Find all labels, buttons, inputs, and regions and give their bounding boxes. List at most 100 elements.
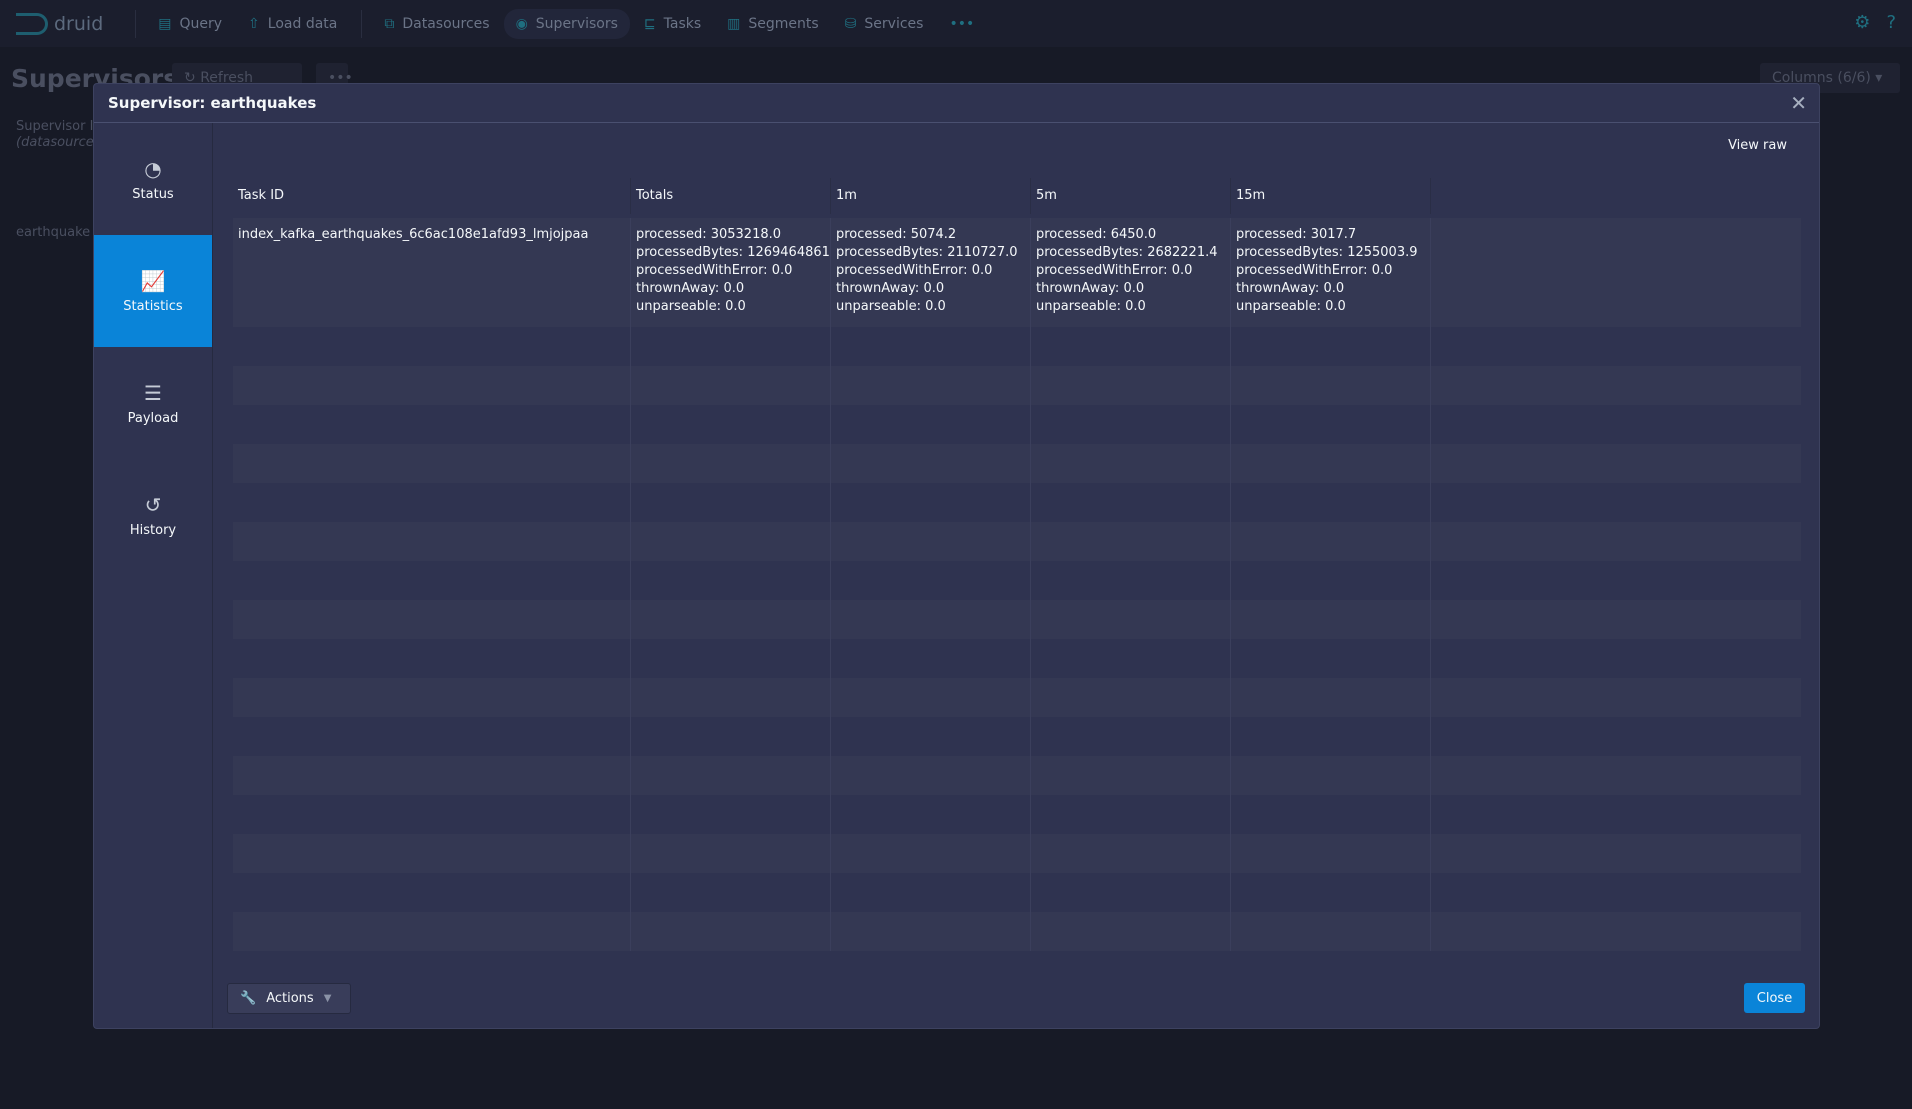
tab-payload[interactable]: ☰ Payload — [94, 347, 212, 459]
empty-cell — [631, 717, 831, 756]
empty-cell — [1231, 717, 1431, 756]
nav-label: Query — [179, 15, 223, 32]
stat-line: unparseable: 0.0 — [1036, 299, 1146, 314]
5m-cell: processed: 6450.0 processedBytes: 2682221… — [1031, 218, 1231, 327]
empty-cell — [831, 522, 1031, 561]
tab-history[interactable]: ↺ History — [94, 459, 212, 571]
dialog-sidebar: ◔ Status 📈 Statistics ☰ Payload ↺ History — [94, 123, 213, 1028]
dialog-title: Supervisor: earthquakes — [108, 94, 317, 112]
tasks-icon: ⊑ — [643, 15, 656, 32]
empty-cell — [1231, 366, 1431, 405]
header-1m[interactable]: 1m — [831, 178, 1031, 214]
empty-cell — [831, 756, 1031, 795]
empty-cell — [233, 444, 631, 483]
nav-label: Datasources — [402, 15, 490, 32]
table-header: Task ID Totals 1m 5m 15m — [233, 178, 1801, 214]
empty-cell — [1031, 366, 1231, 405]
header-task-id[interactable]: Task ID — [233, 178, 631, 214]
nav-supervisors[interactable]: ◉ Supervisors — [503, 8, 630, 39]
empty-cell — [1231, 483, 1431, 522]
tab-label: Payload — [127, 410, 179, 426]
tab-statistics[interactable]: 📈 Statistics — [94, 235, 212, 347]
empty-cell — [631, 522, 831, 561]
divider — [361, 9, 363, 38]
empty-cell — [233, 639, 631, 678]
empty-row — [233, 444, 1801, 483]
empty-cell — [631, 327, 831, 366]
caret-down-icon: ▼ — [323, 993, 332, 1004]
refresh-label: Refresh — [200, 70, 254, 86]
close-button[interactable]: Close — [1744, 983, 1805, 1013]
empty-cell — [233, 912, 631, 951]
empty-cell — [233, 678, 631, 717]
empty-cell — [1431, 366, 1801, 405]
empty-cell — [1031, 678, 1231, 717]
empty-row — [233, 522, 1801, 561]
header-totals[interactable]: Totals — [631, 178, 831, 214]
refresh-icon: ↻ — [184, 70, 201, 86]
column-header: Supervisor I — [16, 119, 94, 134]
header-15m[interactable]: 15m — [1231, 178, 1431, 214]
empty-cell — [1431, 639, 1801, 678]
top-nav: druid ▤ Query ⇧ Load data ⧉ Datasources ◉ Su… — [0, 0, 1912, 47]
tab-label: History — [129, 522, 177, 538]
empty-cell — [631, 873, 831, 912]
empty-row — [233, 561, 1801, 600]
header-5m[interactable]: 5m — [1031, 178, 1231, 214]
totals-cell: processed: 3053218.0 processedBytes: 1269… — [631, 218, 831, 327]
nav-query[interactable]: ▤ Query — [146, 9, 234, 39]
empty-cell — [1431, 600, 1801, 639]
empty-cell — [1031, 405, 1231, 444]
druid-logo[interactable]: druid — [16, 12, 103, 35]
empty-cell — [233, 522, 631, 561]
nav-services[interactable]: ⛁ Services — [833, 9, 936, 39]
empty-cell — [1231, 873, 1431, 912]
nav-datasources[interactable]: ⧉ Datasources — [372, 9, 501, 39]
empty-cell — [1031, 522, 1231, 561]
nav-label: Segments — [748, 15, 819, 32]
view-raw-button[interactable]: View raw — [1728, 138, 1787, 153]
empty-cell — [1031, 639, 1231, 678]
stat-line: processed: 5074.2 — [836, 227, 957, 242]
nav-segments[interactable]: ▥ Segments — [715, 9, 831, 39]
empty-cell — [1231, 756, 1431, 795]
close-icon[interactable]: ✕ — [1790, 91, 1807, 115]
empty-cell — [631, 678, 831, 717]
help-icon[interactable]: ? — [1886, 12, 1896, 33]
stat-line: processedBytes: 1269464861 — [636, 245, 830, 260]
empty-row — [233, 678, 1801, 717]
empty-cell — [631, 561, 831, 600]
tab-status[interactable]: ◔ Status — [94, 123, 212, 235]
columns-label: Columns (6/6) — [1772, 70, 1871, 86]
nav-tasks[interactable]: ⊑ Tasks — [632, 9, 713, 39]
empty-cell — [831, 639, 1031, 678]
empty-row — [233, 600, 1801, 639]
empty-cell — [831, 834, 1031, 873]
nav-more[interactable]: ••• — [937, 9, 986, 39]
empty-cell — [1031, 561, 1231, 600]
actions-button[interactable]: 🔧 Actions ▼ — [227, 983, 351, 1014]
empty-cell — [1431, 795, 1801, 834]
stat-line: thrownAway: 0.0 — [836, 281, 945, 296]
stat-line: processed: 6450.0 — [1036, 227, 1157, 242]
empty-cell — [631, 834, 831, 873]
stat-line: unparseable: 0.0 — [636, 299, 746, 314]
empty-cell — [1431, 717, 1801, 756]
empty-cell — [1031, 912, 1231, 951]
nav-load-data[interactable]: ⇧ Load data — [236, 9, 349, 39]
empty-cell — [631, 639, 831, 678]
empty-cell — [631, 483, 831, 522]
empty-cell — [1431, 912, 1801, 951]
stat-line: processedWithError: 0.0 — [636, 263, 793, 278]
empty-cell — [1431, 522, 1801, 561]
stat-line: unparseable: 0.0 — [836, 299, 946, 314]
empty-cell — [1231, 444, 1431, 483]
tab-label: Statistics — [123, 298, 183, 314]
empty-cell — [1231, 639, 1431, 678]
15m-cell: processed: 3017.7 processedBytes: 1255003… — [1231, 218, 1431, 327]
column-subheader: (datasource — [16, 135, 94, 150]
empty-cell — [1031, 873, 1231, 912]
divider — [135, 9, 137, 38]
gear-icon[interactable]: ⚙ — [1854, 12, 1871, 33]
empty-row — [233, 873, 1801, 912]
